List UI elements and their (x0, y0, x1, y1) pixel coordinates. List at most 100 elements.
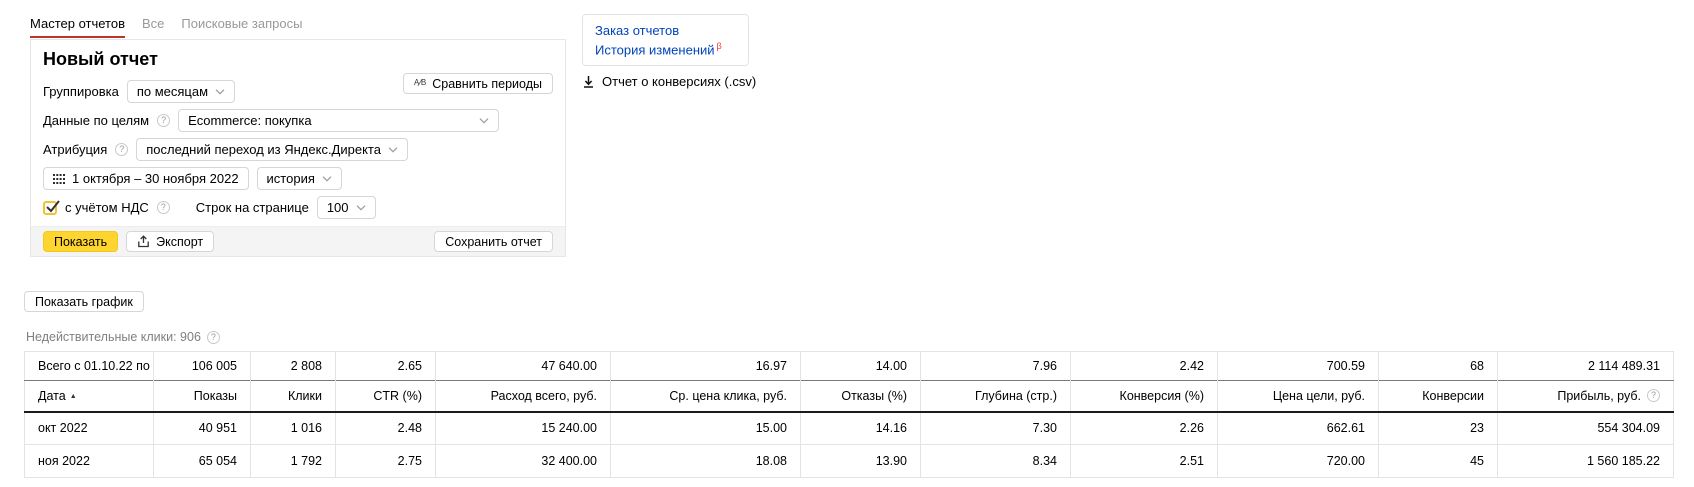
page-title: Новый отчет (43, 49, 158, 69)
column-header-profit[interactable]: Прибыль, руб.? (1497, 380, 1674, 413)
table-cell: 2.51 (1070, 444, 1218, 478)
rows-per-page-select[interactable]: 100 (316, 196, 376, 219)
summary-cell: 700.59 (1217, 351, 1379, 381)
column-header[interactable]: Ср. цена клика, руб. (610, 380, 801, 413)
show-chart-button[interactable]: Показать график (24, 291, 144, 312)
help-icon[interactable]: ? (157, 114, 171, 127)
history-select[interactable]: история (256, 167, 342, 190)
chevron-down-icon (479, 117, 489, 124)
export-label: Экспорт (156, 234, 204, 249)
report-table: Всего с 01.10.22 по 30.11.22 106 005 2 8… (24, 351, 1674, 478)
report-tabs: Мастер отчетов Все Поисковые запросы (30, 16, 302, 38)
table-cell: 8.34 (920, 444, 1071, 478)
sort-asc-icon: ▲ (69, 392, 77, 400)
vat-label: с учётом НДС (65, 200, 149, 215)
change-history-link[interactable]: История изменений β (595, 41, 736, 57)
attribution-select[interactable]: последний переход из Яндекс.Директа (136, 138, 408, 161)
column-header[interactable]: Расход всего, руб. (435, 380, 611, 413)
grouping-label: Группировка (43, 84, 119, 99)
table-row: ноя 2022 65 054 1 792 2.75 32 400.00 18.… (24, 444, 1674, 478)
column-header[interactable]: Глубина (стр.) (920, 380, 1071, 413)
goals-select[interactable]: Ecommerce: покупка (178, 109, 500, 132)
goals-row: Данные по целям ? Ecommerce: покупка (43, 109, 553, 132)
compare-periods-button[interactable]: A ⁄ B Сравнить периоды (403, 73, 553, 94)
table-cell: 2.48 (335, 411, 436, 445)
report-settings-card: Новый отчет Группировка по месяцам Данны… (30, 39, 566, 257)
order-reports-label: Заказ отчетов (595, 23, 680, 38)
table-cell: 2.75 (335, 444, 436, 478)
export-button[interactable]: Экспорт (126, 231, 215, 252)
profit-header-label: Прибыль, руб. (1557, 388, 1641, 403)
summary-cell: 2.65 (335, 351, 436, 381)
table-header-row: Дата ▲ Показы Клики CTR (%) Расход всего,… (24, 380, 1674, 413)
date-range-value: 1 октября – 30 ноября 2022 (72, 171, 239, 186)
invalid-clicks-note: Недействительные клики: 906 ? (26, 330, 220, 344)
table-cell: 18.08 (610, 444, 801, 478)
tab-search-queries[interactable]: Поисковые запросы (181, 16, 303, 31)
table-cell: 662.61 (1217, 411, 1379, 445)
table-cell: 14.16 (800, 411, 921, 445)
column-header-date[interactable]: Дата ▲ (24, 380, 154, 413)
summary-cell: 7.96 (920, 351, 1071, 381)
table-cell: 65 054 (153, 444, 251, 478)
rows-per-page-value: 100 (326, 200, 349, 215)
column-header[interactable]: Конверсия (%) (1070, 380, 1218, 413)
chevron-down-icon (388, 146, 398, 153)
invalid-clicks-text: Недействительные клики: 906 (26, 330, 201, 344)
date-header-label: Дата (38, 388, 66, 403)
column-header[interactable]: Отказы (%) (800, 380, 921, 413)
table-cell: 32 400.00 (435, 444, 611, 478)
card-footer: Показать Экспорт Сохранить отчет (31, 226, 565, 256)
help-icon[interactable]: ? (115, 143, 129, 156)
table-cell: 1 792 (250, 444, 336, 478)
table-cell: 15.00 (610, 411, 801, 445)
vat-row: с учётом НДС ? Строк на странице 100 (43, 196, 553, 219)
table-summary-row: Всего с 01.10.22 по 30.11.22 106 005 2 8… (24, 351, 1674, 381)
summary-cell: 106 005 (153, 351, 251, 381)
grouping-value: по месяцам (136, 84, 209, 99)
table-cell: 554 304.09 (1497, 411, 1674, 445)
compare-periods-icon: A ⁄ B (414, 78, 427, 88)
summary-cell: 47 640.00 (435, 351, 611, 381)
table-row: окт 2022 40 951 1 016 2.48 15 240.00 15.… (24, 411, 1674, 445)
tab-all[interactable]: Все (142, 16, 165, 31)
conversions-report-link[interactable]: Отчет о конверсиях (.csv) (582, 74, 756, 89)
row-date: окт 2022 (24, 411, 154, 445)
tab-report-wizard[interactable]: Мастер отчетов (30, 16, 125, 38)
row-date: ноя 2022 (24, 444, 154, 478)
save-report-button[interactable]: Сохранить отчет (434, 231, 553, 252)
column-header[interactable]: Клики (250, 380, 336, 413)
column-header[interactable]: Показы (153, 380, 251, 413)
help-icon[interactable]: ? (206, 330, 220, 344)
grouping-row: Группировка по месяцам (43, 80, 553, 103)
column-header[interactable]: Конверсии (1378, 380, 1498, 413)
goals-label: Данные по целям (43, 113, 150, 128)
date-range-picker[interactable]: 1 октября – 30 ноября 2022 (43, 167, 249, 190)
calendar-grid-icon (53, 173, 65, 184)
show-button[interactable]: Показать (43, 231, 119, 252)
table-cell: 2.26 (1070, 411, 1218, 445)
table-cell: 40 951 (153, 411, 251, 445)
attribution-row: Атрибуция ? последний переход из Яндекс.… (43, 138, 553, 161)
table-cell: 1 560 185.22 (1497, 444, 1674, 478)
column-header[interactable]: CTR (%) (335, 380, 436, 413)
chevron-down-icon (322, 175, 332, 182)
attribution-label: Атрибуция (43, 142, 108, 157)
summary-cell: 2 114 489.31 (1497, 351, 1674, 381)
summary-cell: 2.42 (1070, 351, 1218, 381)
rows-per-page-label: Строк на странице (195, 200, 309, 215)
vat-checkbox[interactable] (43, 199, 60, 215)
order-reports-link[interactable]: Заказ отчетов (595, 23, 736, 38)
help-icon[interactable]: ? (156, 201, 170, 214)
grouping-select[interactable]: по месяцам (126, 80, 236, 103)
reports-links-box: Заказ отчетов История изменений β (582, 14, 749, 66)
column-header[interactable]: Цена цели, руб. (1217, 380, 1379, 413)
table-cell: 23 (1378, 411, 1498, 445)
goals-value: Ecommerce: покупка (188, 113, 312, 128)
download-icon (582, 75, 595, 88)
table-cell: 1 016 (250, 411, 336, 445)
summary-cell: 68 (1378, 351, 1498, 381)
checkmark-icon (46, 199, 60, 212)
help-icon[interactable]: ? (1647, 389, 1660, 403)
